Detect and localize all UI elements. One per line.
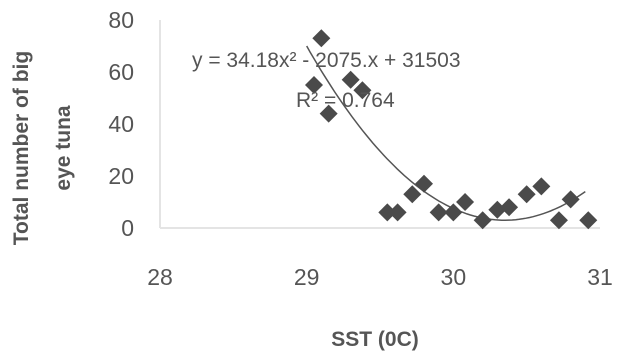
data-point [549, 211, 568, 230]
data-point [579, 211, 598, 230]
data-point [319, 104, 338, 123]
x-tick-label: 30 [441, 264, 467, 290]
y-tick-label: 60 [108, 59, 134, 85]
data-point [500, 198, 519, 217]
y-tick-label: 80 [108, 7, 134, 33]
x-tick-label: 28 [147, 264, 173, 290]
y-tick-labels: 0 20 40 60 80 [108, 7, 134, 241]
data-point [305, 76, 323, 94]
data-point [473, 211, 492, 230]
x-tick-labels: 28 29 30 31 [147, 264, 613, 290]
data-point [488, 200, 507, 219]
data-point [517, 185, 536, 204]
data-point [429, 203, 448, 222]
y-axis-title-line-2: eye tuna [52, 105, 75, 191]
data-point [378, 203, 397, 222]
y-tick-label: 20 [108, 163, 134, 189]
x-axis-title: SST (0C) [331, 328, 419, 351]
x-tick-label: 29 [294, 264, 320, 290]
y-tick-label: 0 [121, 215, 134, 241]
data-point [341, 70, 360, 89]
x-tick-label: 31 [587, 264, 613, 290]
data-point [532, 177, 551, 196]
trendline [306, 45, 586, 221]
data-point [415, 174, 433, 193]
trendline-equation: y = 34.18x² - 2075.x + 31503 [192, 49, 461, 72]
data-point [561, 190, 580, 209]
data-point [388, 203, 407, 222]
data-point [312, 29, 331, 48]
data-point [456, 193, 475, 211]
y-axis-title-line-1: Total number of big [10, 51, 33, 245]
y-tick-label: 40 [108, 111, 134, 137]
data-points [305, 29, 598, 230]
data-point [403, 185, 422, 204]
data-point [353, 81, 372, 100]
data-point [444, 203, 463, 222]
r-squared-label: R² = 0.764 [296, 89, 395, 112]
